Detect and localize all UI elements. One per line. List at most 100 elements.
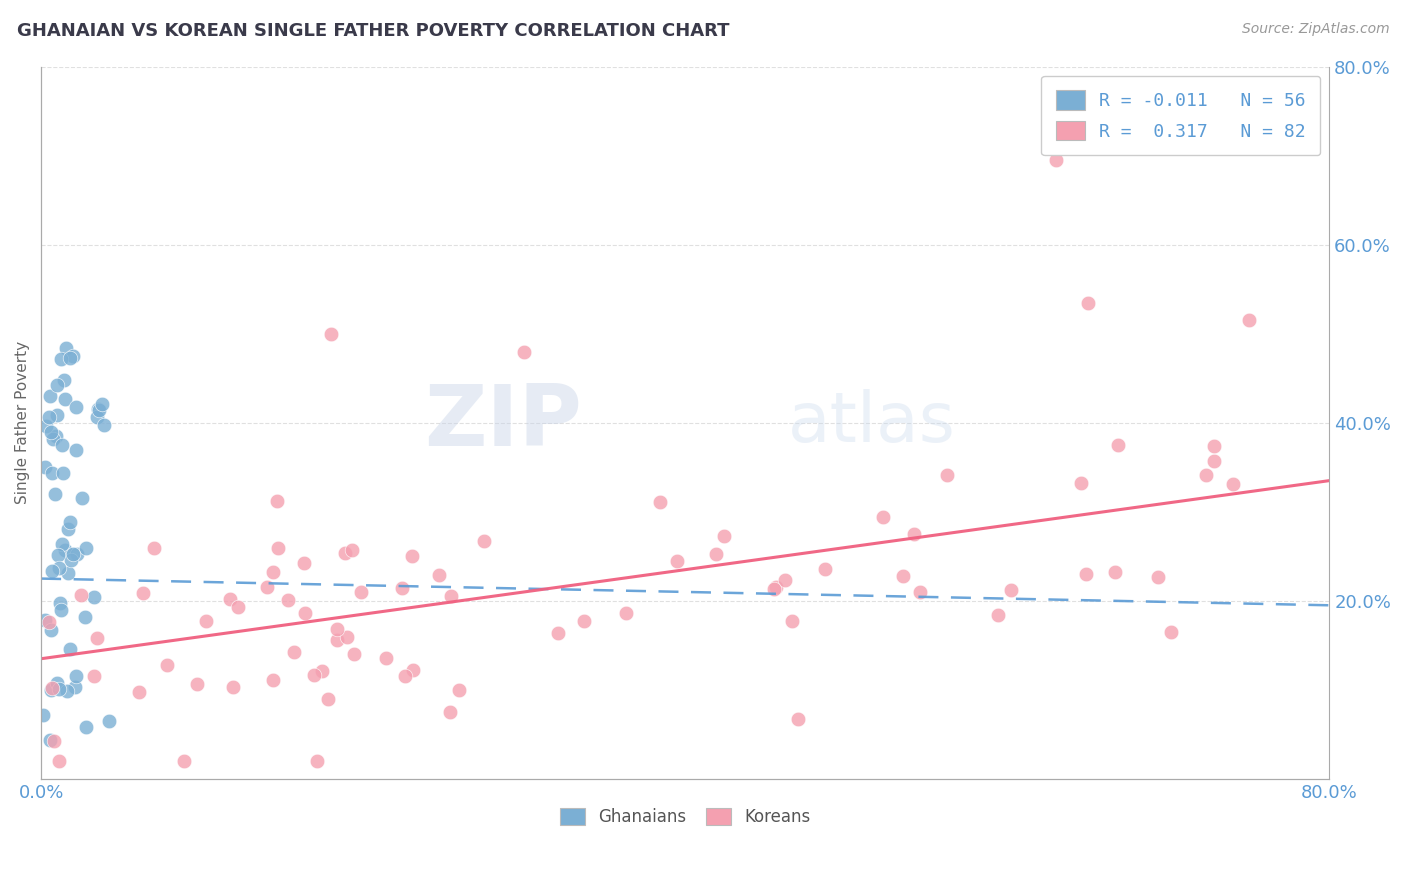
Point (41, 564, 63, 578)
Point (226, 599, 249, 614)
Point (294, 606, 316, 620)
Point (62, 547, 84, 561)
Point (56, 683, 79, 698)
Point (1195, 468, 1218, 483)
Point (219, 592, 242, 607)
Point (1222, 476, 1244, 491)
Y-axis label: Single Father Poverty: Single Father Poverty (15, 342, 30, 504)
Point (872, 509, 894, 524)
Point (41, 681, 63, 695)
Point (73, 610, 96, 624)
Point (86, 631, 108, 645)
Point (194, 614, 217, 628)
Point (44, 734, 66, 748)
Point (427, 567, 450, 582)
Point (256, 581, 278, 595)
Point (91, 397, 114, 411)
Point (1202, 439, 1225, 453)
Point (513, 344, 536, 359)
Point (59, 553, 82, 567)
Point (45, 429, 67, 443)
Point (39, 733, 62, 747)
Point (302, 668, 325, 682)
Point (38, 615, 60, 629)
Point (891, 569, 914, 583)
Point (648, 495, 671, 509)
Point (449, 682, 471, 697)
Point (765, 580, 787, 594)
Point (58, 522, 80, 536)
Point (62, 349, 84, 363)
Point (42, 433, 65, 447)
Point (782, 614, 804, 628)
Point (1237, 313, 1260, 327)
Point (375, 651, 398, 665)
Point (39, 389, 62, 403)
Point (1000, 582, 1022, 597)
Point (51, 438, 73, 452)
Point (75, 541, 97, 556)
Point (311, 664, 333, 678)
Point (52, 467, 75, 481)
Point (440, 590, 463, 604)
Point (704, 548, 727, 562)
Point (66, 547, 89, 561)
Point (665, 554, 688, 568)
Point (89, 403, 111, 417)
Point (472, 534, 495, 549)
Point (51, 351, 73, 366)
Point (53, 392, 76, 406)
Point (343, 648, 366, 662)
Point (39, 425, 62, 439)
Point (45, 676, 67, 690)
Point (262, 565, 284, 579)
Point (903, 527, 925, 541)
Point (316, 692, 339, 706)
Point (319, 326, 342, 341)
Point (439, 705, 461, 719)
Point (53, 373, 76, 387)
Point (142, 541, 165, 556)
Point (46, 377, 69, 392)
Point (70, 491, 93, 505)
Point (59, 351, 82, 365)
Point (713, 529, 735, 543)
Point (53, 542, 76, 557)
Point (93, 417, 115, 432)
Text: GHANAIAN VS KOREAN SINGLE FATHER POVERTY CORRELATION CHART: GHANAIAN VS KOREAN SINGLE FATHER POVERTY… (17, 22, 730, 40)
Point (128, 684, 150, 698)
Point (34, 613, 56, 627)
Point (614, 606, 637, 620)
Point (262, 673, 284, 687)
Point (48, 561, 70, 575)
Text: ZIP: ZIP (425, 381, 582, 464)
Text: atlas: atlas (789, 389, 956, 457)
Point (572, 614, 595, 628)
Point (936, 468, 959, 483)
Point (266, 494, 288, 508)
Point (1077, 295, 1099, 310)
Point (39, 682, 62, 697)
Point (49, 603, 72, 617)
Point (49, 596, 72, 610)
Point (35, 418, 58, 433)
Point (326, 622, 349, 636)
Point (335, 630, 357, 644)
Point (38, 409, 60, 424)
Point (63, 680, 86, 694)
Point (131, 586, 153, 600)
Point (908, 585, 931, 599)
Point (46, 548, 69, 562)
Point (55, 341, 77, 355)
Point (59, 641, 82, 656)
Point (75, 720, 97, 734)
Point (340, 543, 363, 558)
Point (48, 754, 70, 768)
Point (56, 566, 79, 581)
Point (65, 442, 87, 457)
Point (97, 714, 120, 728)
Point (1045, 153, 1067, 167)
Point (814, 562, 837, 576)
Point (186, 677, 208, 691)
Point (402, 663, 425, 677)
